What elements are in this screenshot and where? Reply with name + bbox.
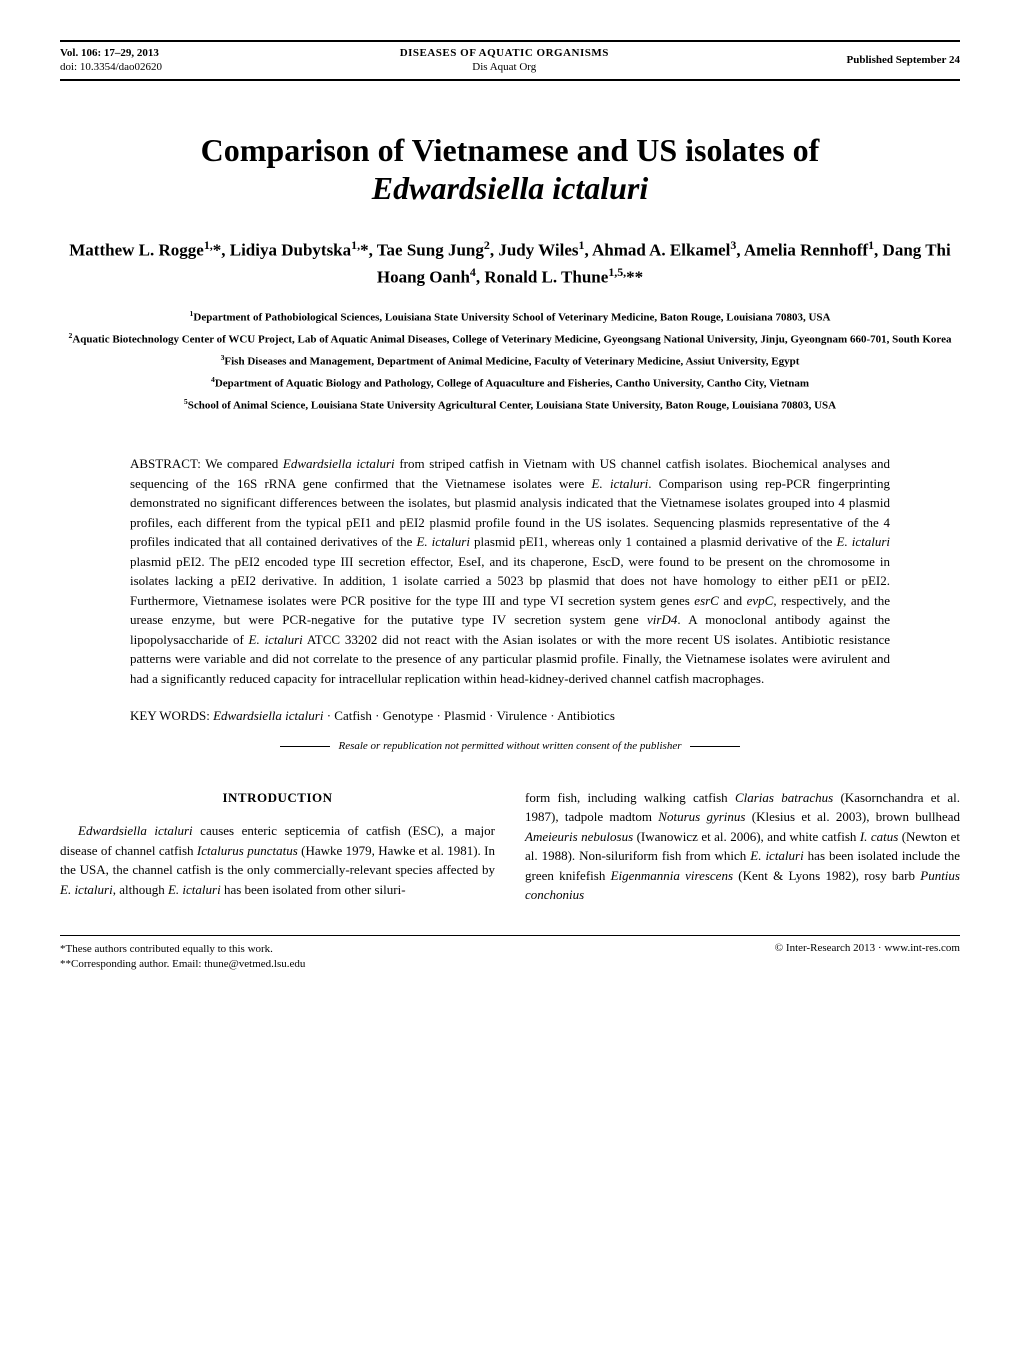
copyright-notice: © Inter-Research 2013 · www.int-res.com [775, 942, 960, 973]
header-center: DISEASES OF AQUATIC ORGANISMS Dis Aquat … [400, 46, 609, 75]
affiliations-block: 1Department of Pathobiological Sciences,… [60, 308, 960, 415]
equal-contribution-note: *These authors contributed equally to th… [60, 942, 305, 957]
affiliation-2: 2Aquatic Biotechnology Center of WCU Pro… [60, 330, 960, 348]
page-footer: *These authors contributed equally to th… [60, 935, 960, 973]
abstract-label: ABSTRACT: [130, 456, 201, 471]
volume-info: Vol. 106: 17–29, 2013 [60, 46, 162, 60]
journal-header: Vol. 106: 17–29, 2013 doi: 10.3354/dao02… [60, 40, 960, 81]
abstract-text: We compared Edwardsiella ictaluri from s… [130, 456, 890, 686]
header-left: Vol. 106: 17–29, 2013 doi: 10.3354/dao02… [60, 46, 162, 75]
publication-date: Published September 24 [847, 54, 960, 66]
column-right: form fish, including walking catfish Cla… [525, 788, 960, 905]
author-list: Matthew L. Rogge1,*, Lidiya Dubytska1,*,… [60, 237, 960, 289]
doi: doi: 10.3354/dao02620 [60, 60, 162, 74]
keywords-text: Edwardsiella ictaluri · Catfish · Genoty… [210, 708, 615, 723]
article-title: Comparison of Vietnamese and US isolates… [60, 131, 960, 208]
corresponding-author-note: **Corresponding author. Email: thune@vet… [60, 957, 305, 972]
affiliation-4: 4Department of Aquatic Biology and Patho… [60, 374, 960, 392]
column-left: INTRODUCTION Edwardsiella ictaluri cause… [60, 788, 495, 905]
body-columns: INTRODUCTION Edwardsiella ictaluri cause… [60, 788, 960, 905]
abstract-block: ABSTRACT: We compared Edwardsiella ictal… [130, 454, 890, 688]
affiliation-3: 3Fish Diseases and Management, Departmen… [60, 352, 960, 370]
journal-title-short: Dis Aquat Org [400, 60, 609, 74]
journal-title-full: DISEASES OF AQUATIC ORGANISMS [400, 46, 609, 60]
footer-notes: *These authors contributed equally to th… [60, 942, 305, 973]
affiliation-1: 1Department of Pathobiological Sciences,… [60, 308, 960, 326]
intro-paragraph-right: form fish, including walking catfish Cla… [525, 788, 960, 905]
title-species-name: Edwardsiella ictaluri [372, 170, 648, 206]
keywords-label: KEY WORDS: [130, 708, 210, 723]
resale-notice: Resale or republication not permitted wi… [130, 740, 890, 752]
intro-paragraph-left: Edwardsiella ictaluri causes enteric sep… [60, 821, 495, 899]
affiliation-5: 5School of Animal Science, Louisiana Sta… [60, 396, 960, 414]
keywords-block: KEY WORDS: Edwardsiella ictaluri · Catfi… [130, 706, 890, 726]
introduction-heading: INTRODUCTION [60, 788, 495, 808]
title-line-1: Comparison of Vietnamese and US isolates… [201, 132, 820, 168]
